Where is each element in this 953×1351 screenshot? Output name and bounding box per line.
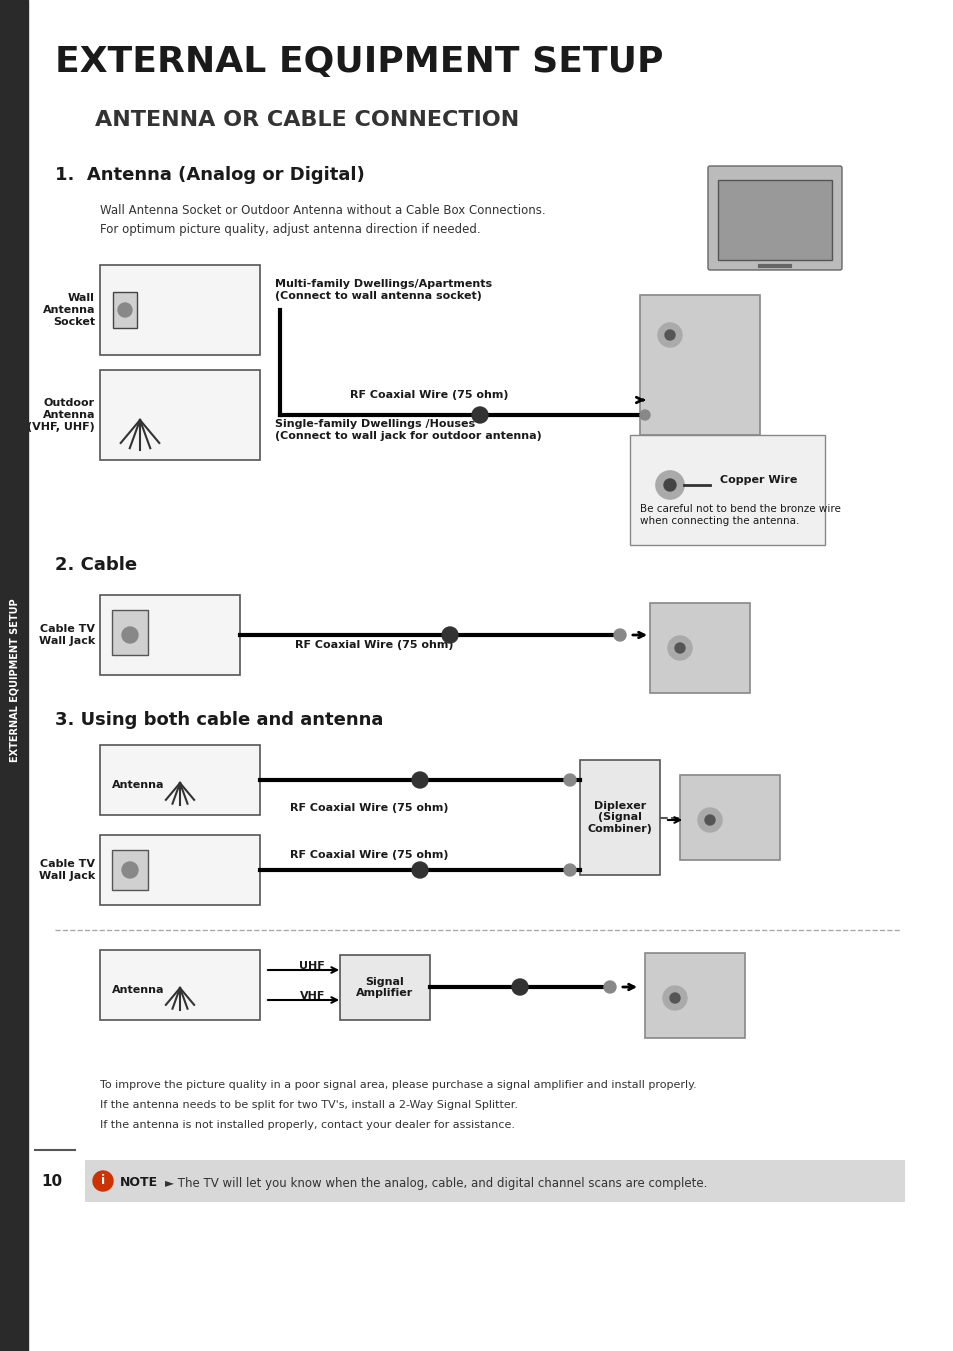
Text: RF Coaxial Wire (75 ohm): RF Coaxial Wire (75 ohm) bbox=[290, 802, 448, 813]
Bar bbox=[649, 603, 749, 693]
Bar bbox=[0, 0, 28, 1351]
Text: 2. Cable: 2. Cable bbox=[55, 557, 137, 574]
Circle shape bbox=[118, 303, 132, 317]
Circle shape bbox=[675, 643, 684, 653]
Bar bbox=[100, 950, 260, 1020]
Bar bbox=[679, 775, 780, 861]
Bar bbox=[100, 835, 260, 905]
Bar bbox=[644, 952, 744, 1038]
Bar bbox=[100, 265, 260, 355]
Text: VHF: VHF bbox=[299, 992, 325, 1001]
Text: For optimum picture quality, adjust antenna direction if needed.: For optimum picture quality, adjust ante… bbox=[100, 223, 480, 236]
Circle shape bbox=[664, 330, 675, 340]
Circle shape bbox=[698, 808, 721, 832]
Circle shape bbox=[412, 771, 428, 788]
Text: ANTENNA OR CABLE CONNECTION: ANTENNA OR CABLE CONNECTION bbox=[95, 109, 518, 130]
Bar bbox=[100, 744, 260, 815]
Bar bbox=[100, 594, 240, 676]
Circle shape bbox=[122, 862, 138, 878]
Circle shape bbox=[656, 471, 683, 499]
Circle shape bbox=[639, 409, 649, 420]
Bar bbox=[718, 180, 831, 259]
Circle shape bbox=[563, 865, 576, 875]
Bar bbox=[339, 955, 430, 1020]
Text: 1.  Antenna (Analog or Digital): 1. Antenna (Analog or Digital) bbox=[55, 166, 364, 184]
Text: UHF: UHF bbox=[299, 961, 325, 971]
Text: RF Coaxial Wire (75 ohm): RF Coaxial Wire (75 ohm) bbox=[350, 390, 508, 400]
Text: RF Coaxial Wire (75 ohm): RF Coaxial Wire (75 ohm) bbox=[294, 640, 453, 650]
Bar bbox=[112, 611, 148, 655]
Text: 10: 10 bbox=[41, 1174, 63, 1189]
Text: EXTERNAL EQUIPMENT SETUP: EXTERNAL EQUIPMENT SETUP bbox=[9, 598, 19, 762]
Text: Wall
Antenna
Socket: Wall Antenna Socket bbox=[43, 293, 95, 327]
Circle shape bbox=[92, 1171, 112, 1192]
Text: Copper Wire: Copper Wire bbox=[720, 476, 797, 485]
Text: Cable TV
Wall Jack: Cable TV Wall Jack bbox=[39, 859, 95, 881]
Text: i: i bbox=[101, 1174, 105, 1188]
Text: NOTE: NOTE bbox=[120, 1177, 158, 1189]
Circle shape bbox=[669, 993, 679, 1002]
Text: Antenna: Antenna bbox=[112, 985, 164, 994]
Text: 3. Using both cable and antenna: 3. Using both cable and antenna bbox=[55, 711, 383, 730]
Text: ► The TV will let you know when the analog, cable, and digital channel scans are: ► The TV will let you know when the anal… bbox=[165, 1177, 706, 1189]
Circle shape bbox=[614, 630, 625, 640]
Text: EXTERNAL EQUIPMENT SETUP: EXTERNAL EQUIPMENT SETUP bbox=[55, 45, 662, 78]
Text: Signal
Amplifier: Signal Amplifier bbox=[356, 977, 414, 998]
Circle shape bbox=[704, 815, 714, 825]
Text: Cable TV
Wall Jack: Cable TV Wall Jack bbox=[39, 624, 95, 646]
Circle shape bbox=[658, 323, 681, 347]
Text: If the antenna needs to be split for two TV's, install a 2-Way Signal Splitter.: If the antenna needs to be split for two… bbox=[100, 1100, 517, 1111]
Circle shape bbox=[603, 981, 616, 993]
Text: Outdoor
Antenna
(VHF, UHF): Outdoor Antenna (VHF, UHF) bbox=[28, 399, 95, 431]
Bar bbox=[112, 292, 137, 328]
Circle shape bbox=[563, 774, 576, 786]
Bar bbox=[112, 850, 148, 890]
Text: If the antenna is not installed properly, contact your dealer for assistance.: If the antenna is not installed properly… bbox=[100, 1120, 515, 1129]
Circle shape bbox=[472, 407, 488, 423]
Bar bbox=[639, 295, 760, 435]
Text: To improve the picture quality in a poor signal area, please purchase a signal a: To improve the picture quality in a poor… bbox=[100, 1079, 696, 1090]
Bar bbox=[579, 761, 659, 875]
Text: RF Coaxial Wire (75 ohm): RF Coaxial Wire (75 ohm) bbox=[290, 850, 448, 861]
Bar bbox=[85, 1161, 904, 1202]
Text: Wall Antenna Socket or Outdoor Antenna without a Cable Box Connections.: Wall Antenna Socket or Outdoor Antenna w… bbox=[100, 204, 545, 216]
Circle shape bbox=[412, 862, 428, 878]
Circle shape bbox=[662, 986, 686, 1011]
Text: Diplexer
(Signal
Combiner): Diplexer (Signal Combiner) bbox=[587, 801, 652, 834]
Bar bbox=[100, 370, 260, 459]
Circle shape bbox=[122, 627, 138, 643]
FancyBboxPatch shape bbox=[707, 166, 841, 270]
Bar bbox=[629, 435, 824, 544]
Circle shape bbox=[441, 627, 457, 643]
Text: Be careful not to bend the bronze wire
when connecting the antenna.: Be careful not to bend the bronze wire w… bbox=[639, 504, 840, 526]
Text: Single-family Dwellings /Houses
(Connect to wall jack for outdoor antenna): Single-family Dwellings /Houses (Connect… bbox=[274, 419, 541, 440]
Circle shape bbox=[663, 480, 676, 490]
Circle shape bbox=[667, 636, 691, 661]
Text: Multi-family Dwellings/Apartments
(Connect to wall antenna socket): Multi-family Dwellings/Apartments (Conne… bbox=[274, 280, 492, 301]
Text: Antenna: Antenna bbox=[112, 780, 164, 790]
Circle shape bbox=[512, 979, 527, 994]
